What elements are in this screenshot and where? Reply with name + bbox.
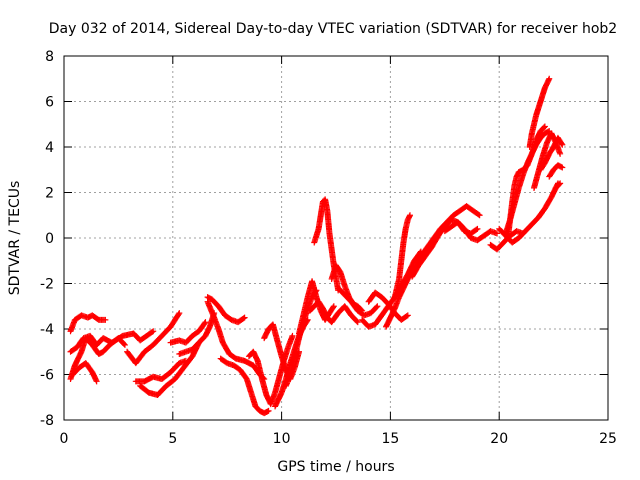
data-point <box>149 329 156 336</box>
series-arc-19 <box>311 196 342 294</box>
y-tick-label: 8 <box>45 49 54 65</box>
data-point <box>541 124 548 131</box>
plot-frame <box>63 55 609 421</box>
data-point <box>265 407 272 414</box>
data-point <box>150 328 157 335</box>
series-arc-30 <box>496 180 561 246</box>
data-point <box>175 311 182 318</box>
data-point <box>475 211 482 218</box>
grid-lines <box>64 56 608 420</box>
series-arc-11 <box>204 298 268 383</box>
chart-title: Day 032 of 2014, Sidereal Day-to-day VTE… <box>49 21 617 37</box>
y-axis-label: SDTVAR / TECUs <box>7 181 23 296</box>
data-point <box>558 140 565 147</box>
data-point <box>556 181 563 188</box>
series-arc-14 <box>261 321 303 383</box>
y-tick-label: 6 <box>45 95 54 111</box>
series-arc-37 <box>552 180 564 191</box>
y-tick-label: 4 <box>45 140 54 156</box>
data-point <box>559 164 566 171</box>
data-point <box>474 225 481 232</box>
data-point <box>404 312 411 319</box>
series-arc-28 <box>441 219 501 244</box>
series-arc-21 <box>335 285 381 319</box>
series-arc-3 <box>67 335 128 383</box>
series-arc-1 <box>67 312 109 335</box>
data-point <box>201 320 208 327</box>
y-tick-label: 0 <box>45 231 54 247</box>
x-tick-label: 20 <box>490 431 508 447</box>
data-point <box>476 212 483 219</box>
series-arc-6 <box>132 357 189 385</box>
data-point <box>354 319 361 326</box>
series-arc-4 <box>69 360 100 385</box>
axis-ticks: 0 5 10 15 20 25 -8 -6 -4 -2 0 2 4 6 8 <box>40 49 617 447</box>
y-tick-label: -2 <box>40 277 54 293</box>
data-point <box>403 313 410 320</box>
data-point <box>473 226 480 233</box>
series-arc-8 <box>167 319 209 346</box>
data-point <box>93 378 100 385</box>
data-point <box>494 230 501 237</box>
y-tick-label: -8 <box>40 413 54 429</box>
series-arc-16 <box>282 287 320 389</box>
data-point <box>202 319 209 326</box>
series-arc-27 <box>417 203 483 260</box>
x-tick-label: 25 <box>599 431 617 447</box>
data-point <box>330 304 337 311</box>
data-point <box>241 314 248 321</box>
data-point <box>541 123 548 130</box>
data-point <box>353 318 360 325</box>
x-tick-label: 0 <box>60 431 69 447</box>
series-arc-18 <box>306 298 361 326</box>
series-arc-9 <box>176 310 218 358</box>
data-point <box>373 304 380 311</box>
series-arc-35 <box>537 134 566 173</box>
series-arc-17 <box>296 278 337 337</box>
series-arc-25 <box>391 212 413 301</box>
series-arc-5 <box>124 310 183 367</box>
data-point <box>557 150 564 157</box>
series-arc-33 <box>526 75 553 150</box>
y-tick-label: -4 <box>40 322 54 338</box>
data-point <box>330 303 337 310</box>
x-tick-label: 5 <box>168 431 177 447</box>
data-point <box>559 141 566 148</box>
data-point <box>102 316 109 323</box>
series-arc-10 <box>204 294 248 326</box>
data-point <box>176 310 183 317</box>
x-tick-label: 10 <box>273 431 291 447</box>
data-point <box>557 180 564 187</box>
x-tick-label: 15 <box>381 431 399 447</box>
series-arc-36 <box>546 162 566 180</box>
data-points <box>67 75 566 417</box>
data-point <box>546 75 553 82</box>
y-tick-label: 2 <box>45 186 54 202</box>
data-point <box>289 332 296 339</box>
x-axis-label: GPS time / hours <box>277 459 394 475</box>
data-point <box>121 341 128 348</box>
series-arc-32 <box>504 123 548 241</box>
data-point <box>374 303 381 310</box>
data-point <box>406 212 413 219</box>
data-point <box>240 315 247 322</box>
data-point <box>120 340 127 347</box>
series-arc-12 <box>217 355 272 417</box>
y-tick-label: -6 <box>40 368 54 384</box>
